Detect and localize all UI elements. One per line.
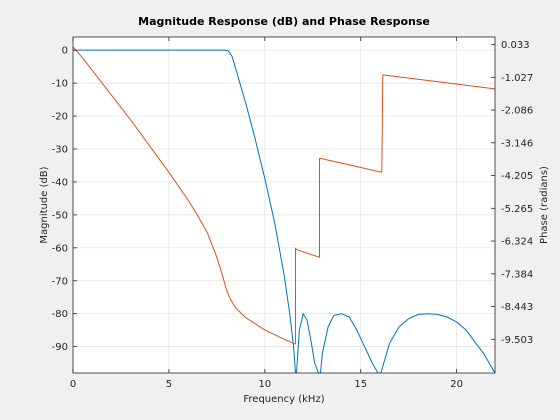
y-axis-left-label: Magnitude (dB) <box>39 166 50 243</box>
y-right-tick-label: -1.027 <box>501 73 533 84</box>
magnitude-response-line <box>73 49 495 373</box>
axes-box <box>72 36 496 374</box>
y-left-tick-label: -20 <box>52 112 68 123</box>
y-left-tick-label: -30 <box>52 145 68 156</box>
grid-lines <box>72 37 495 373</box>
y-right-tick-label: -3.146 <box>501 138 533 149</box>
y-right-tick-label: -7.384 <box>501 269 533 280</box>
y-right-tick-label: -4.205 <box>501 171 533 182</box>
y-left-tick-label: -40 <box>52 177 68 188</box>
y-right-tick-label: -2.086 <box>501 106 533 117</box>
x-tick-label: 0 <box>70 379 76 390</box>
axes-background <box>73 37 495 373</box>
phase-response-line <box>73 46 495 345</box>
x-tick-label: 20 <box>450 379 463 390</box>
y-left-tick-label: -60 <box>52 243 68 254</box>
y-right-tick-label: -9.503 <box>501 335 533 346</box>
y-right-tick-label: -8.443 <box>501 302 533 313</box>
chart-title: Magnitude Response (dB) and Phase Respon… <box>138 15 430 28</box>
y-right-tick-label: -5.265 <box>501 204 533 215</box>
series-group <box>73 46 495 373</box>
x-tick-label: 5 <box>166 379 172 390</box>
y-left-tick-label: -80 <box>52 309 68 320</box>
x-axis-label: Frequency (kHz) <box>243 394 324 405</box>
y-left-tick-label: -50 <box>52 210 68 221</box>
x-tick-label: 15 <box>354 379 367 390</box>
y-left-tick-label: 0 <box>62 46 68 57</box>
tick-marks <box>72 37 495 373</box>
tick-labels: 0 5 10 15 20 0 -10 -20 -30 -40 -50 -60 -70 -80 -90 0.03… <box>52 40 534 390</box>
y-right-tick-label: 0.033 <box>501 40 530 51</box>
y-left-tick-label: -10 <box>52 79 68 90</box>
y-right-tick-label: -6.324 <box>501 237 533 248</box>
y-left-tick-label: -90 <box>52 342 68 353</box>
y-left-tick-label: -70 <box>52 276 68 287</box>
x-tick-label: 10 <box>258 379 271 390</box>
y-axis-right-label: Phase (radians) <box>539 166 550 244</box>
